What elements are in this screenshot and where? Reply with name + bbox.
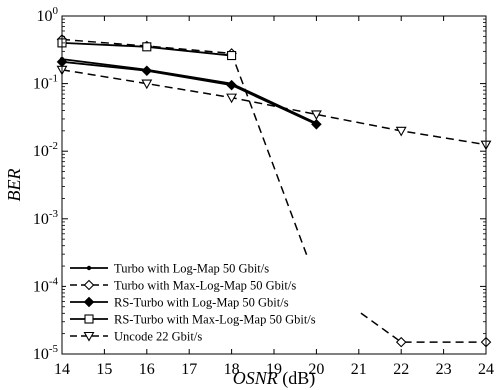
legend-entry: Turbo with Log-Map 50 Gbit/s <box>70 262 269 276</box>
axis-ticks <box>61 15 487 355</box>
y-tick-label: 10-1 <box>33 73 58 93</box>
series-line <box>61 69 487 146</box>
legend-label: RS-Turbo with Max-Log-Map 50 Gbit/s <box>114 313 316 327</box>
y-axis-label: BER <box>4 169 24 202</box>
x-axis-label-unit: (dB) <box>278 368 316 389</box>
x-tick-label: 14 <box>54 361 70 378</box>
data-point <box>141 65 153 77</box>
legend-label: Uncode 22 Gbit/s <box>114 330 202 344</box>
y-tick-label: 10-2 <box>33 140 58 160</box>
data-point <box>226 79 237 91</box>
x-tick-label: 22 <box>393 361 409 378</box>
x-tick-label: 23 <box>436 361 452 378</box>
y-tick-label: 10-3 <box>33 208 59 228</box>
axis-tick-labels: 14 15 16 17 18 19 20 21 22 23 24 100 10-1 10-2 10-3 10-… <box>33 5 494 378</box>
y-tick-label: 10-5 <box>33 343 59 363</box>
legend-box <box>66 258 358 347</box>
series-line <box>61 38 486 343</box>
x-tick-label: 24 <box>478 361 494 378</box>
x-axis-label: OSNR (dB) <box>233 368 316 389</box>
data-point <box>142 42 152 52</box>
series-line <box>61 60 317 126</box>
data-point <box>395 336 407 348</box>
data-point <box>83 331 95 342</box>
legend-label: Turbo with Log-Map 50 Gbit/s <box>114 262 269 276</box>
y-tick-label: 100 <box>37 5 59 25</box>
legend-entry: RS-Turbo with Log-Map 50 Gbit/s <box>70 296 289 310</box>
data-point <box>141 79 153 90</box>
x-tick-label: 15 <box>96 361 112 378</box>
legend-entry: RS-Turbo with Max-Log-Map 50 Gbit/s <box>70 313 316 327</box>
data-point <box>311 119 322 130</box>
legend-entry: Uncode 22 Gbit/s <box>70 330 202 344</box>
legend-label: Turbo with Max-Log-Map 50 Gbit/s <box>114 279 296 293</box>
data-point <box>83 279 95 291</box>
x-tick-label: 19 <box>266 361 282 378</box>
plot-marks <box>56 34 492 348</box>
data-point <box>83 296 95 308</box>
data-point <box>84 314 94 324</box>
data-point <box>395 126 407 137</box>
x-tick-label: 20 <box>308 361 324 378</box>
legend-entry: Turbo with Max-Log-Map 50 Gbit/s <box>70 279 296 293</box>
legend: Turbo with Log-Map 50 Gbit/s Turbo with M… <box>66 258 358 347</box>
x-tick-label: 17 <box>181 361 197 378</box>
data-point <box>226 93 238 104</box>
x-axis-label-quantity: OSNR <box>233 368 278 388</box>
data-point <box>86 265 92 271</box>
legend-label: RS-Turbo with Log-Map 50 Gbit/s <box>114 296 289 310</box>
series-line <box>61 58 317 124</box>
x-tick-label: 21 <box>351 361 367 378</box>
data-point <box>227 50 237 61</box>
series-3 <box>56 56 322 130</box>
data-point <box>310 110 322 121</box>
y-tick-label: 10-4 <box>33 275 59 295</box>
x-tick-label: 18 <box>224 361 240 378</box>
x-tick-label: 16 <box>139 361 155 378</box>
